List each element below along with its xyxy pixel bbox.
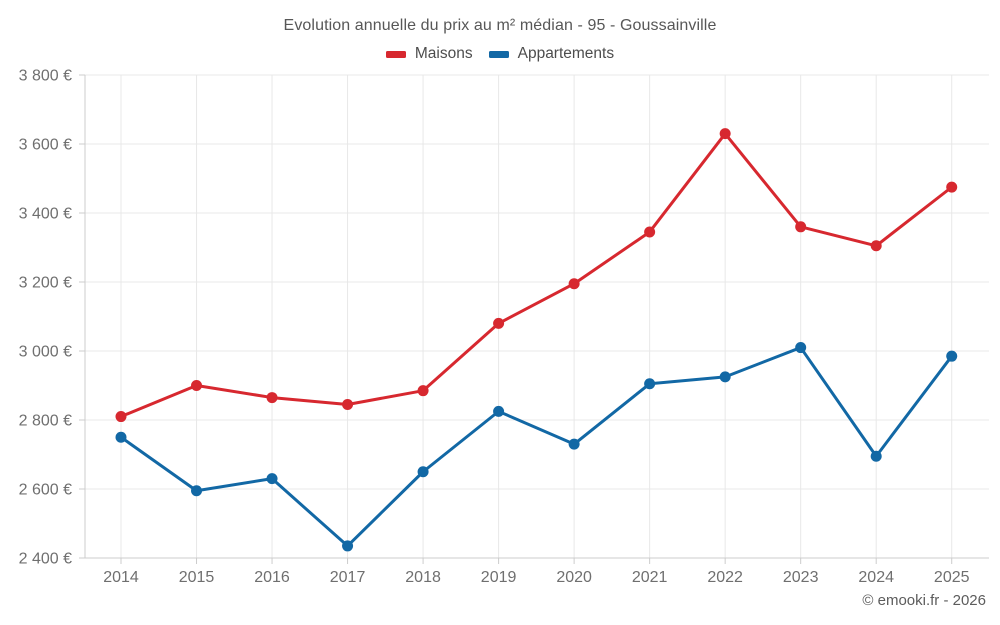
x-axis-label: 2022 — [707, 569, 743, 586]
chart-title: Evolution annuelle du prix au m² médian … — [283, 17, 717, 34]
maisons-series-swatch-icon — [385, 50, 406, 58]
copyright-text: © emooki.fr - 2026 — [862, 592, 986, 609]
data-point-appartements-2019[interactable] — [493, 405, 505, 417]
legend-item-maisons[interactable]: Maisons — [385, 45, 473, 63]
appartements-series-swatch-icon — [488, 50, 509, 58]
data-point-maisons-2020[interactable] — [568, 278, 580, 290]
data-point-appartements-2014[interactable] — [115, 431, 127, 443]
x-axis-label: 2015 — [179, 569, 215, 586]
y-axis-label: 3 000 € — [19, 344, 72, 361]
y-axis-label: 3 800 € — [19, 68, 72, 85]
legend-label-maisons: Maisons — [414, 45, 473, 62]
data-point-maisons-2024[interactable] — [870, 240, 882, 252]
y-axis-label: 2 800 € — [19, 413, 72, 430]
data-point-maisons-2021[interactable] — [644, 226, 656, 238]
y-axis-label: 2 400 € — [19, 551, 72, 568]
y-axis-label: 3 200 € — [19, 275, 72, 292]
data-point-appartements-2015[interactable] — [191, 485, 203, 497]
data-point-maisons-2015[interactable] — [191, 380, 203, 391]
legend-label-appartements: Appartements — [517, 45, 615, 62]
data-point-appartements-2025[interactable] — [946, 350, 958, 362]
x-axis-label: 2019 — [481, 569, 517, 586]
y-axis-label: 2 600 € — [19, 482, 72, 499]
data-point-appartements-2018[interactable] — [417, 466, 429, 478]
data-point-maisons-2017[interactable] — [342, 398, 354, 410]
data-point-appartements-2023[interactable] — [795, 342, 807, 354]
x-axis-label: 2017 — [330, 569, 366, 586]
series-line-maisons — [119, 132, 954, 419]
x-axis-label: 2014 — [103, 569, 139, 586]
legend-item-appartements[interactable]: Appartements — [488, 45, 615, 63]
data-point-appartements-2016[interactable] — [266, 473, 278, 485]
series-line-appartements — [119, 346, 954, 548]
x-axis-label: 2025 — [934, 569, 970, 586]
x-axis-label: 2016 — [254, 569, 290, 586]
data-point-appartements-2022[interactable] — [719, 371, 731, 383]
data-point-appartements-2021[interactable] — [644, 378, 656, 390]
data-point-appartements-2024[interactable] — [870, 450, 882, 462]
data-point-appartements-2017[interactable] — [342, 540, 354, 552]
data-point-maisons-2018[interactable] — [417, 385, 429, 397]
chart-legend: Maisons Appartements — [0, 45, 1000, 63]
data-point-appartements-2020[interactable] — [568, 438, 580, 450]
data-point-maisons-2019[interactable] — [493, 317, 505, 329]
data-point-maisons-2023[interactable] — [795, 221, 807, 233]
x-axis-label: 2018 — [405, 569, 441, 586]
x-axis-label: 2020 — [556, 569, 592, 586]
x-axis-label: 2021 — [632, 569, 668, 586]
y-axis-label: 3 400 € — [19, 206, 72, 223]
y-axis-label: 3 600 € — [19, 137, 72, 154]
data-point-maisons-2022[interactable] — [719, 128, 731, 140]
data-point-maisons-2025[interactable] — [946, 181, 958, 193]
x-axis-label: 2024 — [858, 569, 894, 586]
data-point-maisons-2014[interactable] — [115, 411, 127, 423]
x-axis-label: 2023 — [783, 569, 819, 586]
data-point-maisons-2016[interactable] — [266, 392, 278, 404]
